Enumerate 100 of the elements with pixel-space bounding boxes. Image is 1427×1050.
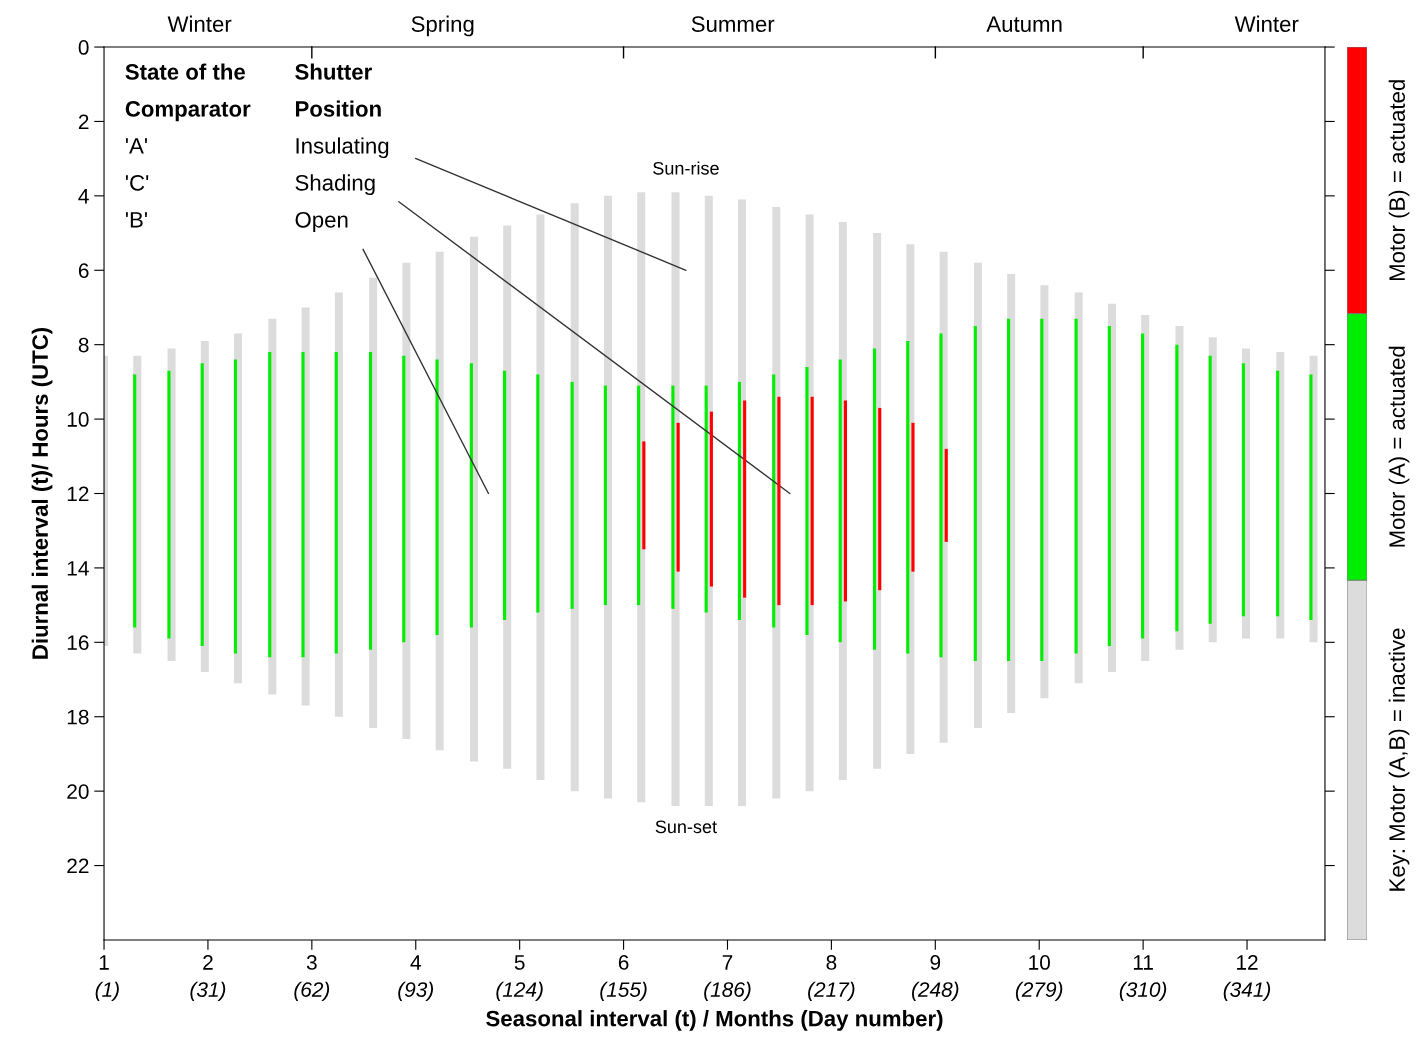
bar bbox=[906, 340, 910, 654]
y-tick-label: 16 bbox=[67, 635, 89, 651]
x-tick-label: 12 bbox=[1237, 955, 1258, 970]
x2-tick-label: (155) bbox=[600, 981, 647, 1002]
annotation: Shading bbox=[295, 174, 375, 196]
y-tick-label: 12 bbox=[67, 486, 89, 502]
x2-tick-label: (341) bbox=[1223, 981, 1271, 1002]
x2-tick-label: (93) bbox=[398, 981, 434, 1002]
bar bbox=[334, 352, 338, 654]
bar bbox=[1175, 344, 1179, 632]
bar bbox=[642, 441, 646, 550]
text: Summer bbox=[691, 16, 775, 32]
annotation: 'B' bbox=[125, 212, 147, 228]
x-tick-label: 6 bbox=[618, 955, 629, 970]
bar bbox=[1309, 374, 1313, 620]
annotation: 'A' bbox=[125, 138, 147, 154]
y-tick-label: 22 bbox=[67, 858, 89, 874]
y-tick-label: 10 bbox=[67, 412, 89, 427]
text: Winter bbox=[1234, 15, 1299, 32]
annotation: Insulating bbox=[296, 137, 389, 159]
annotation: Sun-set bbox=[655, 820, 717, 834]
bar bbox=[1208, 355, 1212, 624]
bar bbox=[167, 370, 171, 639]
x2-tick-label: (279) bbox=[1015, 981, 1063, 1002]
annotation: Shutter bbox=[295, 63, 372, 80]
bar bbox=[838, 359, 842, 643]
x-tick-label: 3 bbox=[306, 955, 317, 970]
bar bbox=[671, 385, 675, 609]
bar bbox=[503, 370, 507, 620]
bar bbox=[268, 352, 272, 658]
x-tick-label: 4 bbox=[410, 955, 421, 970]
bar bbox=[301, 352, 305, 658]
x-tick-label: 5 bbox=[514, 955, 525, 970]
text: Motor (B) = actuated bbox=[1388, 80, 1410, 281]
text: Motor (A) = actuated bbox=[1388, 346, 1410, 547]
x2-tick-label: (1) bbox=[95, 981, 119, 1002]
y-tick-label: 4 bbox=[78, 189, 89, 204]
bar bbox=[805, 367, 809, 635]
bar bbox=[469, 363, 473, 628]
bar bbox=[878, 407, 882, 591]
y-tick-label: 20 bbox=[67, 784, 89, 799]
y-tick-label: 2 bbox=[78, 114, 89, 129]
text: Key: Motor (A,B) = inactive bbox=[1388, 628, 1410, 891]
bar bbox=[843, 400, 847, 602]
y-tick-label: 18 bbox=[67, 709, 89, 725]
bar bbox=[1276, 370, 1280, 617]
x-tick-label: 11 bbox=[1133, 955, 1153, 970]
bar bbox=[973, 326, 977, 661]
text: Winter bbox=[167, 15, 232, 32]
x2-tick-label: (124) bbox=[496, 981, 543, 1002]
annotation: State of the bbox=[125, 63, 246, 80]
x-tick-label: 7 bbox=[722, 955, 733, 970]
x2-tick-label: (310) bbox=[1119, 981, 1167, 1002]
bar bbox=[200, 363, 204, 647]
x2-tick-label: (31) bbox=[190, 981, 226, 1002]
bar bbox=[743, 400, 747, 598]
x-tick-label: 1 bbox=[99, 955, 109, 970]
annotation: Open bbox=[295, 211, 348, 233]
bar bbox=[704, 385, 708, 613]
x-tick-label: 2 bbox=[203, 955, 213, 970]
bar bbox=[637, 385, 641, 606]
annotation: Comparator bbox=[125, 101, 251, 122]
x-tick-label: 9 bbox=[930, 955, 941, 970]
x2-tick-label: (217) bbox=[808, 981, 855, 1002]
x2-tick-label: (186) bbox=[704, 981, 751, 1002]
bar bbox=[676, 422, 680, 572]
bar bbox=[772, 374, 776, 628]
x-axis-title: Seasonal interval (t) / Months (Day number) bbox=[486, 1010, 943, 1031]
x2-tick-label: (62) bbox=[294, 981, 330, 1002]
bar bbox=[233, 359, 238, 654]
bar bbox=[1040, 318, 1044, 661]
bar bbox=[402, 355, 406, 643]
bar bbox=[570, 381, 574, 609]
x-tick-label: 8 bbox=[826, 955, 837, 970]
bar bbox=[603, 385, 607, 606]
bar bbox=[810, 396, 814, 606]
text: Autumn bbox=[986, 16, 1062, 32]
bar bbox=[1241, 363, 1245, 617]
bar bbox=[777, 396, 781, 606]
bar bbox=[709, 411, 713, 587]
x2-tick-label: (248) bbox=[911, 981, 959, 1002]
bar bbox=[536, 374, 540, 613]
bar bbox=[872, 348, 877, 650]
bar bbox=[737, 381, 741, 620]
bar bbox=[1141, 333, 1145, 639]
annotation: Sun-rise bbox=[653, 161, 719, 175]
bar bbox=[1007, 318, 1011, 661]
y-tick-label: 8 bbox=[78, 337, 89, 353]
x-tick-label: 10 bbox=[1029, 955, 1050, 970]
y-tick-label: 14 bbox=[67, 561, 89, 576]
bar bbox=[944, 448, 948, 542]
annotation: Position bbox=[295, 100, 381, 117]
y-tick-label: 6 bbox=[78, 263, 89, 279]
annotation: 'C' bbox=[125, 174, 149, 191]
text: Spring bbox=[411, 15, 474, 37]
bar bbox=[435, 359, 439, 635]
y-axis-title: Diurnal interval (t)/ Hours (UTC) bbox=[31, 327, 53, 659]
bar bbox=[1107, 326, 1111, 647]
y-tick-label: 0 bbox=[78, 40, 89, 55]
bar bbox=[1074, 318, 1078, 654]
